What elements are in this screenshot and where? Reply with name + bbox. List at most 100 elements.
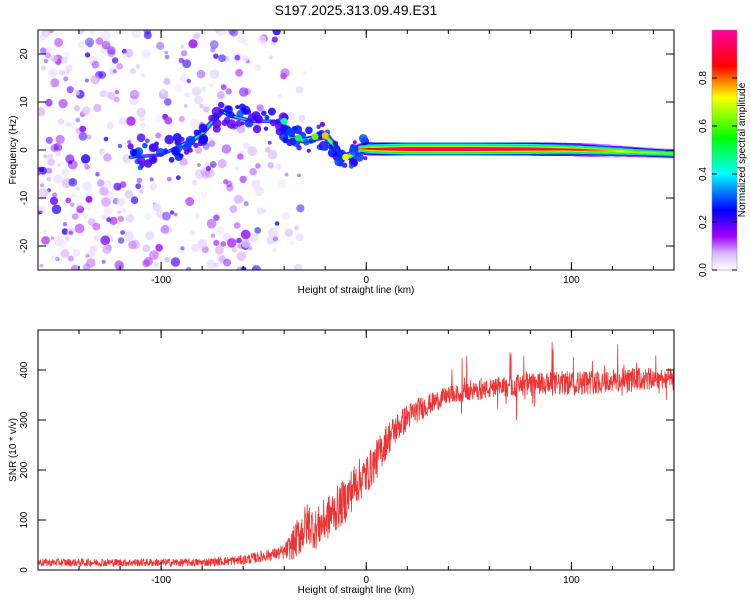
noise-blob <box>62 168 69 175</box>
noise-blob <box>115 90 119 94</box>
noise-blob <box>46 137 53 144</box>
noise-blob <box>135 183 141 189</box>
ridge-knot <box>151 157 156 162</box>
noise-blob <box>52 205 62 215</box>
noise-blob <box>87 134 92 139</box>
noise-blob <box>184 104 188 108</box>
noise-blob <box>234 195 243 204</box>
noise-blob <box>102 245 111 254</box>
noise-blob <box>65 237 69 241</box>
noise-blob <box>154 114 163 123</box>
noise-blob <box>116 63 123 70</box>
ridge-knot <box>322 144 329 151</box>
noise-blob <box>84 164 89 169</box>
noise-blob <box>185 197 194 206</box>
noise-blob <box>241 267 247 273</box>
noise-blob <box>60 249 69 258</box>
noise-blob <box>97 179 104 186</box>
ridge-knot <box>179 137 184 142</box>
noise-blob <box>141 185 146 190</box>
ridge-knot <box>222 120 228 126</box>
colorbar-label: Normalized spectral amplitude <box>737 82 748 217</box>
y-tick-label: -10 <box>19 190 30 205</box>
noise-blob <box>82 106 91 115</box>
noise-blob <box>51 55 58 62</box>
noise-blob <box>112 57 118 63</box>
noise-blob <box>82 181 92 191</box>
snr-x-label: Height of straight line (km) <box>298 585 415 596</box>
noise-blob <box>150 183 157 190</box>
noise-blob <box>41 66 46 71</box>
noise-blob <box>255 187 265 197</box>
noise-blob <box>85 79 89 83</box>
noise-blob <box>79 132 88 141</box>
noise-blob <box>220 241 226 247</box>
noise-blob <box>164 51 168 55</box>
ridge-knot <box>208 115 214 121</box>
noise-blob <box>48 153 54 159</box>
noise-blob <box>38 206 46 214</box>
noise-blob <box>57 163 61 167</box>
noise-blob <box>142 244 150 252</box>
noise-blob <box>221 84 227 90</box>
noise-blob <box>63 222 67 226</box>
noise-blob <box>75 224 85 234</box>
noise-blob <box>95 172 100 177</box>
ridge-knot <box>164 135 174 145</box>
noise-blob <box>160 225 169 234</box>
noise-blob <box>141 49 150 58</box>
noise-blob <box>51 236 55 240</box>
noise-blob <box>239 87 249 97</box>
noise-blob <box>149 250 159 260</box>
noise-blob <box>174 213 178 217</box>
noise-blob <box>153 262 158 267</box>
ridge-knot <box>236 120 243 127</box>
noise-blob <box>234 222 241 229</box>
noise-blob <box>199 104 204 109</box>
noise-blob <box>44 59 48 63</box>
noise-blob <box>207 219 217 229</box>
noise-blob <box>218 54 226 62</box>
noise-blob <box>273 27 281 35</box>
x-tick-label: -100 <box>151 575 171 586</box>
noise-blob <box>190 230 196 236</box>
noise-blob <box>171 257 180 266</box>
ridge-knot <box>142 143 148 149</box>
noise-blob <box>294 264 302 272</box>
noise-blob <box>193 34 197 38</box>
noise-blob <box>192 86 201 95</box>
ridge-knot <box>268 108 276 116</box>
ridge-knot <box>130 149 137 156</box>
noise-blob <box>63 76 68 81</box>
noise-blob <box>235 167 239 171</box>
x-tick-label: 100 <box>563 575 580 586</box>
noise-blob <box>140 123 145 128</box>
snr-frame <box>38 330 674 570</box>
noise-blob <box>217 91 225 99</box>
noise-blob <box>176 175 181 180</box>
noise-blob <box>174 83 183 92</box>
noise-blob <box>41 236 50 245</box>
noise-blob <box>56 135 65 144</box>
colorbar-tick-label: 0.0 <box>698 263 709 277</box>
noise-blob <box>209 83 213 87</box>
noise-blob <box>104 207 113 216</box>
noise-blob <box>50 197 58 205</box>
noise-blob <box>124 231 134 241</box>
noise-blob <box>244 201 249 206</box>
noise-blob <box>117 210 121 214</box>
noise-blob <box>131 240 140 249</box>
ridge-knot <box>342 154 349 161</box>
noise-blob <box>186 267 191 272</box>
noise-blob <box>139 115 145 121</box>
x-tick-label: -100 <box>151 275 171 286</box>
noise-blob <box>69 231 73 235</box>
noise-blob <box>238 35 246 43</box>
noise-blob <box>136 64 141 69</box>
noise-blob <box>192 180 197 185</box>
noise-blob <box>103 91 108 96</box>
noise-blob <box>103 180 111 188</box>
noise-blob <box>190 119 200 129</box>
noise-blob <box>76 202 83 209</box>
noise-blob <box>213 240 219 246</box>
